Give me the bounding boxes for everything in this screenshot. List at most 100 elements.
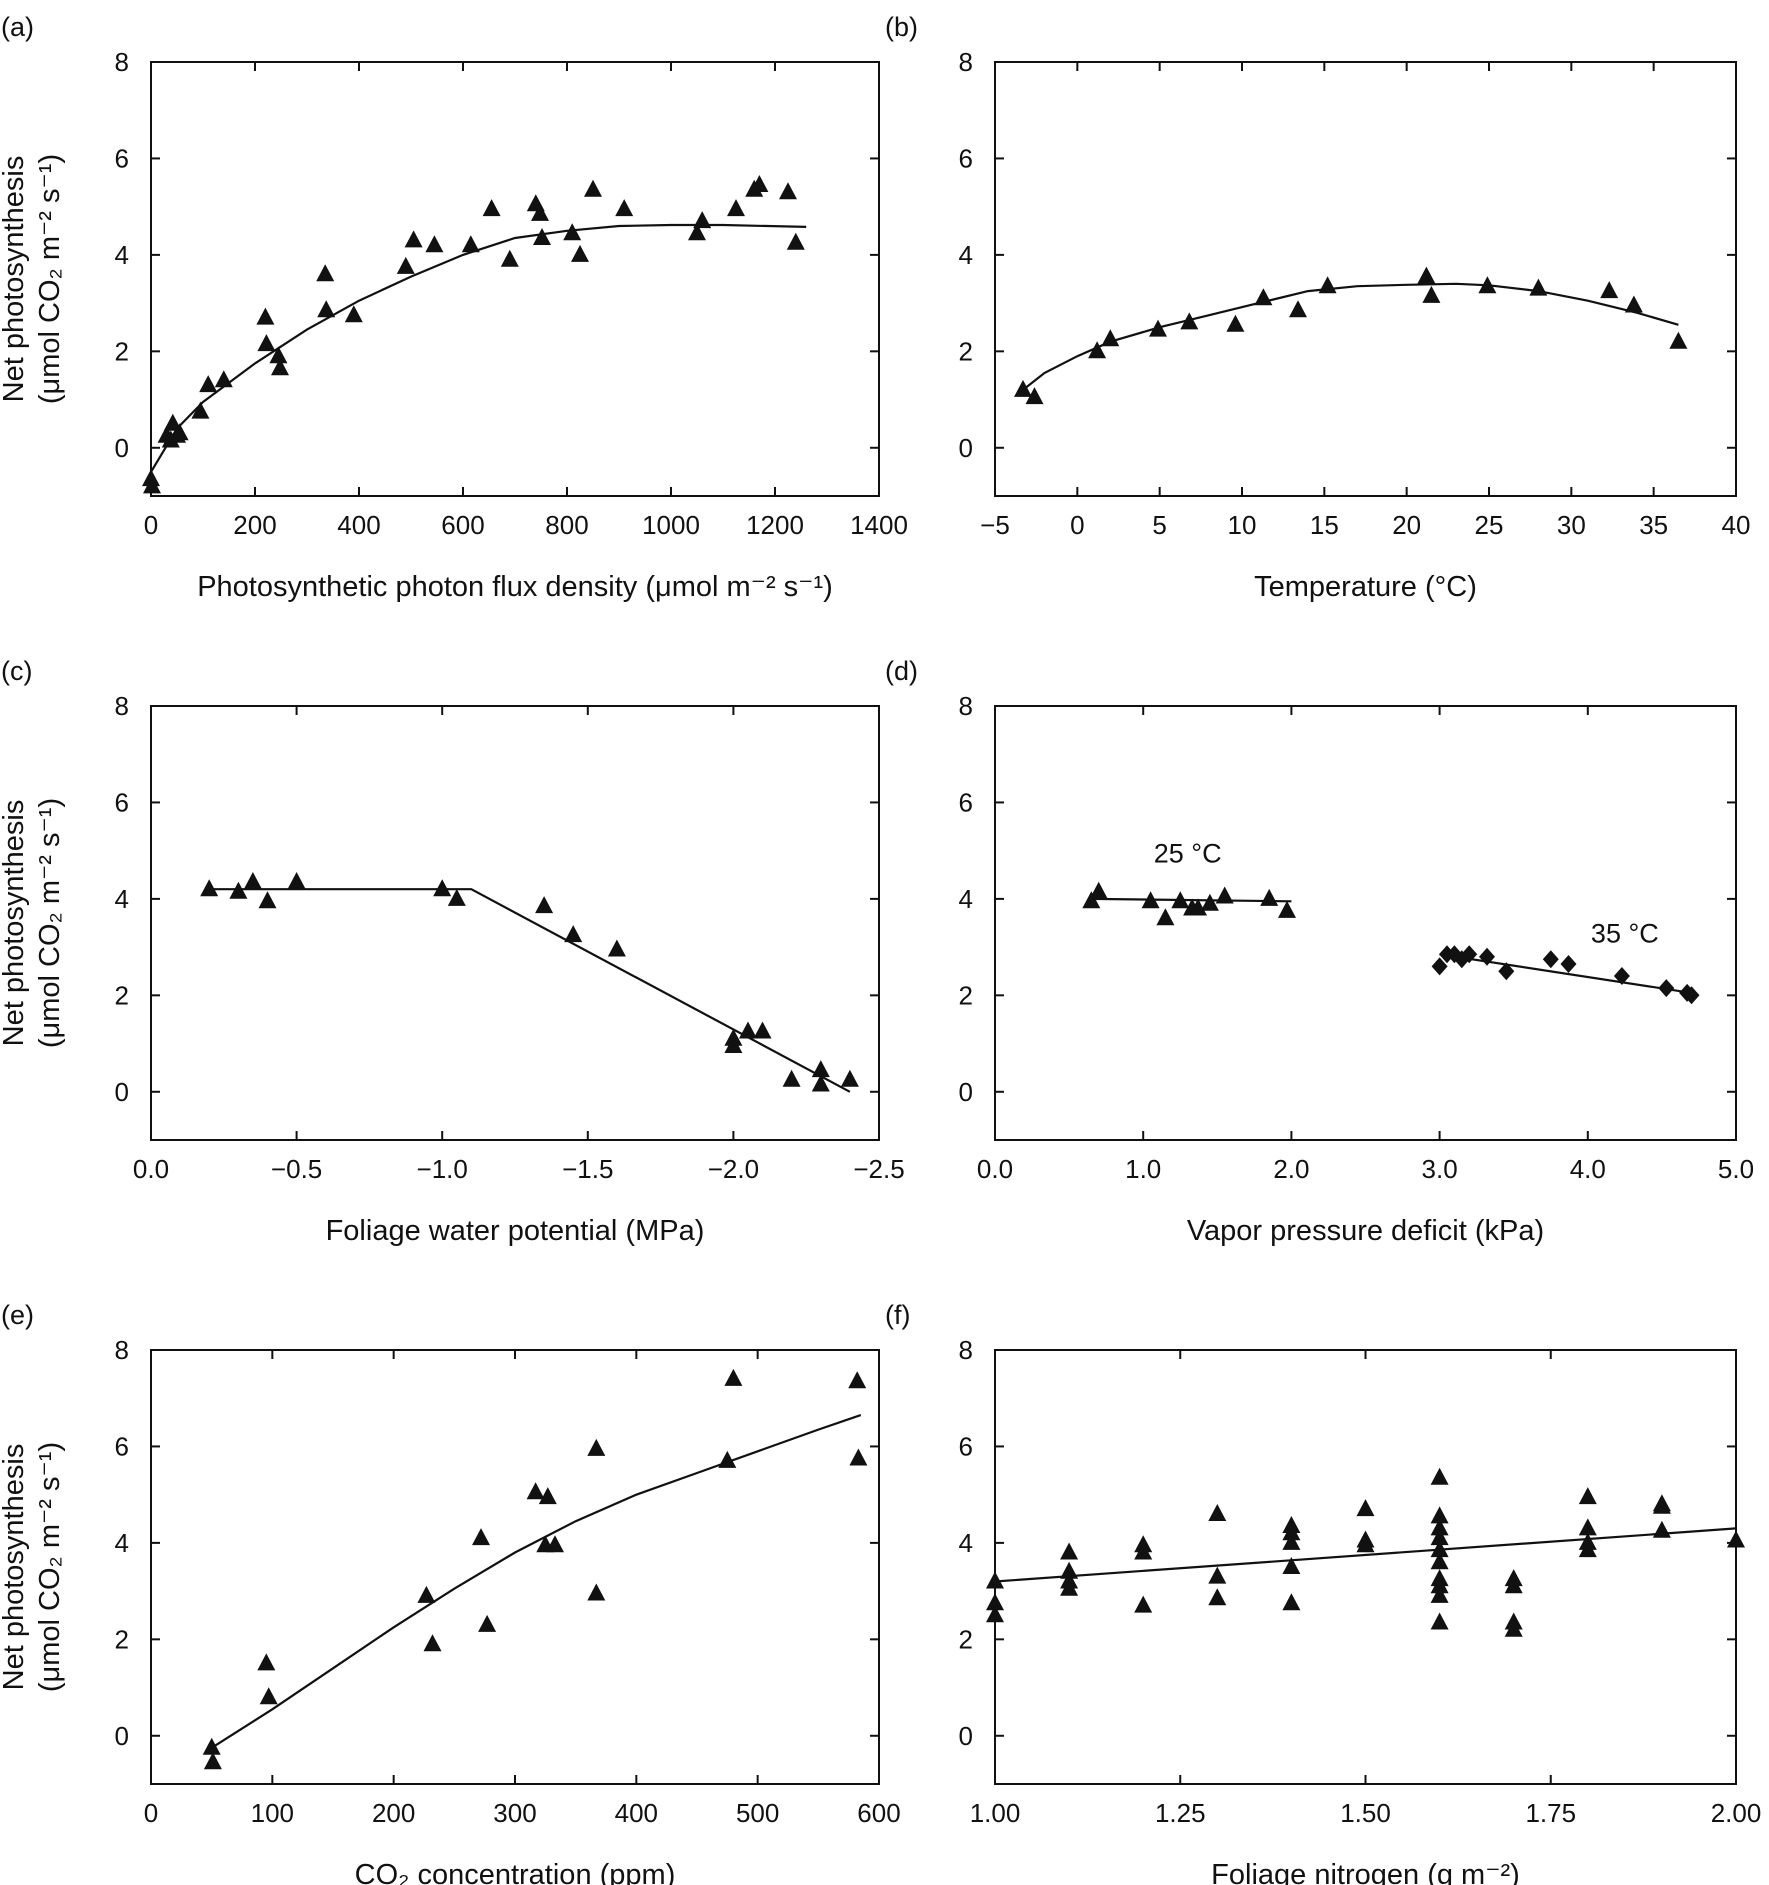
data-point — [191, 401, 210, 419]
x-tick-label: 1400 — [850, 510, 908, 540]
data-point — [142, 469, 160, 487]
x-axis-title: Foliage nitrogen (g m⁻²) — [1211, 1859, 1520, 1885]
data-point — [257, 1653, 276, 1671]
plot-frame — [150, 705, 880, 1141]
data-point — [1082, 891, 1101, 909]
panel-c: 0.0 −0.5 −1.0 −1.5 −2.0 −2.5 0 2 4 6 8 (c) Foliage w… — [0, 656, 905, 1247]
data-point — [587, 1438, 606, 1456]
y-axis-title: Net photosynthesis — [0, 800, 30, 1047]
x-tick-label: 2.00 — [1711, 1798, 1762, 1828]
x-axis-title: CO₂ concentration (ppm) — [355, 1859, 676, 1885]
data-point — [1422, 285, 1441, 303]
data-point — [688, 223, 706, 241]
panel-f: 1.00 1.25 1.50 1.75 2.00 0 2 4 6 8 (f) Foliage nitr… — [885, 1300, 1761, 1885]
x-tick-label: 200 — [233, 510, 276, 540]
data-point — [1578, 1518, 1597, 1536]
x-tick-label: 10 — [1228, 510, 1257, 540]
x-tick-label: −1.0 — [417, 1154, 468, 1184]
x-tick-label: 30 — [1557, 510, 1586, 540]
y-tick-label: 8 — [115, 691, 129, 721]
data-point — [214, 370, 233, 388]
data-point — [1430, 1552, 1449, 1570]
data-point — [425, 235, 444, 253]
x-tick-label: 1.50 — [1340, 1798, 1391, 1828]
x-tick-label: 5.0 — [1718, 1154, 1754, 1184]
data-point — [404, 230, 423, 248]
data-point — [423, 1634, 442, 1652]
fit-line — [150, 223, 807, 473]
panel-label: (c) — [1, 656, 32, 686]
fit-line — [209, 888, 851, 1093]
x-tick-label: 5 — [1152, 510, 1166, 540]
y-tick-label: 2 — [959, 1624, 973, 1654]
data-point — [1430, 1540, 1449, 1558]
data-point — [753, 1021, 772, 1039]
data-point — [1180, 312, 1199, 330]
data-point — [461, 235, 480, 253]
data-point — [1089, 881, 1108, 899]
annotation-label: 35 °C — [1591, 918, 1659, 948]
data-point — [1430, 1528, 1449, 1546]
y-tick-label: 6 — [959, 143, 973, 173]
x-tick-label: 0 — [144, 510, 158, 540]
data-point — [750, 175, 769, 192]
data-point — [1669, 331, 1688, 349]
data-point — [317, 300, 336, 318]
y-tick-label: 4 — [959, 1528, 973, 1558]
data-point — [482, 199, 501, 217]
y-tick-label: 0 — [959, 1721, 973, 1751]
data-point — [1479, 947, 1495, 966]
x-tick-label: 1.25 — [1155, 1798, 1206, 1828]
y-tick-label: 2 — [959, 336, 973, 366]
data-point — [199, 375, 218, 393]
x-tick-label: 300 — [493, 1798, 536, 1828]
y-tick-label: 4 — [115, 240, 129, 270]
data-point — [1560, 955, 1577, 973]
data-point — [271, 358, 289, 376]
y-tick-label: 8 — [959, 1335, 973, 1365]
panel-label: (d) — [885, 656, 918, 686]
data-point — [739, 1021, 757, 1039]
data-point — [1208, 1504, 1227, 1521]
data-point — [1088, 341, 1107, 359]
data-point — [1430, 1576, 1449, 1594]
x-tick-label: 600 — [857, 1798, 900, 1828]
x-tick-label: 400 — [615, 1798, 658, 1828]
fit-line — [1022, 282, 1679, 391]
data-point — [1208, 1588, 1227, 1606]
y-tick-label: 8 — [959, 691, 973, 721]
fit-line — [1439, 953, 1692, 994]
y-tick-label: 8 — [959, 47, 973, 77]
data-point — [724, 1036, 743, 1053]
data-point — [1431, 957, 1448, 976]
y-tick-label: 0 — [115, 1721, 129, 1751]
data-point — [563, 223, 582, 241]
data-point — [344, 305, 363, 323]
data-point — [1417, 266, 1436, 284]
data-point — [1014, 379, 1032, 397]
data-point — [170, 423, 189, 441]
data-point — [986, 1605, 1004, 1623]
data-point — [727, 199, 745, 217]
data-point — [693, 211, 712, 229]
data-point — [1282, 1593, 1301, 1611]
data-point — [986, 1593, 1004, 1611]
data-point — [433, 879, 452, 897]
data-point — [584, 179, 602, 197]
plot-frame — [150, 61, 880, 497]
fit-line — [211, 1414, 862, 1749]
x-tick-label: 0 — [1070, 510, 1084, 540]
panel-a: 0 200 400 600 800 1000 1200 1400 0 2 4 6 8 (a) Photosy… — [0, 12, 908, 603]
data-point — [782, 1069, 801, 1087]
x-tick-label: 100 — [251, 1798, 294, 1828]
x-tick-label: 0.0 — [133, 1154, 169, 1184]
data-point — [1683, 986, 1700, 1005]
x-axis-title: Temperature (°C) — [1254, 571, 1477, 603]
x-tick-label: −2.5 — [853, 1154, 904, 1184]
plot-frame — [994, 61, 1737, 497]
data-point — [396, 256, 415, 274]
data-point — [1215, 886, 1234, 904]
data-point — [243, 872, 262, 889]
data-point — [1282, 1532, 1301, 1550]
